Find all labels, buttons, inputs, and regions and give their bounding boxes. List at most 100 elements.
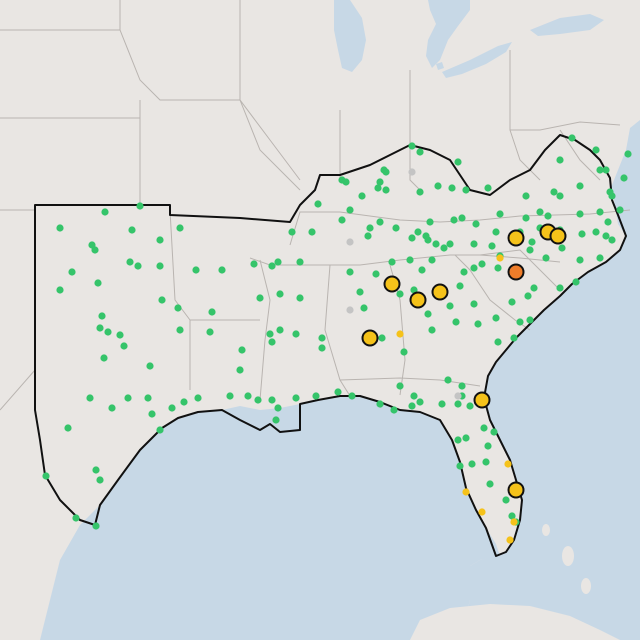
station-marker-normal[interactable] bbox=[460, 268, 468, 276]
station-marker-normal[interactable] bbox=[168, 404, 176, 412]
station-marker-normal[interactable] bbox=[392, 224, 400, 232]
station-marker-normal[interactable] bbox=[42, 472, 50, 480]
station-marker-moderate[interactable] bbox=[409, 291, 427, 309]
station-marker-normal[interactable] bbox=[218, 266, 226, 274]
station-marker-normal[interactable] bbox=[472, 220, 480, 228]
station-marker-normal[interactable] bbox=[288, 228, 296, 236]
station-marker-normal[interactable] bbox=[470, 264, 478, 272]
station-marker-normal[interactable] bbox=[418, 266, 426, 274]
station-marker-normal[interactable] bbox=[296, 294, 304, 302]
station-marker-normal[interactable] bbox=[56, 224, 64, 232]
station-marker-normal[interactable] bbox=[312, 392, 320, 400]
station-marker-normal[interactable] bbox=[91, 246, 99, 254]
station-marker-normal[interactable] bbox=[542, 254, 550, 262]
station-marker-moderate[interactable] bbox=[473, 391, 491, 409]
station-marker-normal[interactable] bbox=[478, 260, 486, 268]
station-marker-normal[interactable] bbox=[120, 342, 128, 350]
station-marker-normal[interactable] bbox=[100, 354, 108, 362]
station-marker-normal[interactable] bbox=[256, 294, 264, 302]
station-marker-no-data[interactable] bbox=[408, 168, 416, 176]
station-marker-normal[interactable] bbox=[522, 192, 530, 200]
station-marker-normal[interactable] bbox=[94, 279, 102, 287]
station-marker-minor[interactable] bbox=[478, 508, 486, 516]
station-marker-normal[interactable] bbox=[176, 224, 184, 232]
station-marker-normal[interactable] bbox=[596, 166, 604, 174]
station-marker-normal[interactable] bbox=[194, 394, 202, 402]
station-marker-normal[interactable] bbox=[292, 394, 300, 402]
station-marker-normal[interactable] bbox=[192, 266, 200, 274]
station-marker-normal[interactable] bbox=[428, 326, 436, 334]
station-marker-normal[interactable] bbox=[342, 178, 350, 186]
station-marker-normal[interactable] bbox=[482, 458, 490, 466]
station-marker-normal[interactable] bbox=[544, 212, 552, 220]
station-marker-normal[interactable] bbox=[568, 134, 576, 142]
station-marker-normal[interactable] bbox=[346, 206, 354, 214]
station-marker-normal[interactable] bbox=[576, 210, 584, 218]
station-marker-normal[interactable] bbox=[272, 416, 280, 424]
station-marker-normal[interactable] bbox=[376, 400, 384, 408]
station-marker-normal[interactable] bbox=[528, 238, 536, 246]
station-marker-normal[interactable] bbox=[606, 188, 614, 196]
station-marker-normal[interactable] bbox=[596, 208, 604, 216]
station-marker-normal[interactable] bbox=[376, 218, 384, 226]
station-marker-normal[interactable] bbox=[250, 260, 258, 268]
station-marker-normal[interactable] bbox=[124, 394, 132, 402]
station-marker-normal[interactable] bbox=[414, 228, 422, 236]
station-marker-normal[interactable] bbox=[456, 462, 464, 470]
station-marker-normal[interactable] bbox=[400, 348, 408, 356]
station-marker-normal[interactable] bbox=[134, 262, 142, 270]
station-marker-normal[interactable] bbox=[268, 338, 276, 346]
station-marker-normal[interactable] bbox=[458, 382, 466, 390]
station-marker-normal[interactable] bbox=[148, 410, 156, 418]
station-marker-normal[interactable] bbox=[318, 334, 326, 342]
station-marker-normal[interactable] bbox=[268, 396, 276, 404]
station-marker-moderate[interactable] bbox=[431, 283, 449, 301]
station-marker-normal[interactable] bbox=[576, 182, 584, 190]
station-marker-normal[interactable] bbox=[592, 146, 600, 154]
station-marker-minor[interactable] bbox=[496, 254, 504, 262]
station-marker-normal[interactable] bbox=[466, 402, 474, 410]
station-marker-normal[interactable] bbox=[276, 326, 284, 334]
station-marker-normal[interactable] bbox=[624, 150, 632, 158]
station-marker-normal[interactable] bbox=[108, 404, 116, 412]
station-marker-normal[interactable] bbox=[390, 406, 398, 414]
station-marker-normal[interactable] bbox=[484, 184, 492, 192]
station-marker-normal[interactable] bbox=[454, 400, 462, 408]
station-marker-normal[interactable] bbox=[144, 394, 152, 402]
station-marker-normal[interactable] bbox=[620, 174, 628, 182]
station-marker-normal[interactable] bbox=[426, 218, 434, 226]
station-marker-normal[interactable] bbox=[496, 210, 504, 218]
station-marker-normal[interactable] bbox=[254, 396, 262, 404]
station-marker-normal[interactable] bbox=[492, 228, 500, 236]
station-marker-normal[interactable] bbox=[494, 338, 502, 346]
station-marker-normal[interactable] bbox=[96, 476, 104, 484]
station-marker-normal[interactable] bbox=[318, 344, 326, 352]
station-marker-normal[interactable] bbox=[572, 278, 580, 286]
station-marker-no-data[interactable] bbox=[346, 306, 354, 314]
station-marker-normal[interactable] bbox=[314, 200, 322, 208]
station-marker-normal[interactable] bbox=[424, 310, 432, 318]
station-marker-major[interactable] bbox=[507, 263, 525, 281]
station-marker-minor[interactable] bbox=[462, 488, 470, 496]
station-marker-normal[interactable] bbox=[68, 268, 76, 276]
station-marker-normal[interactable] bbox=[616, 206, 624, 214]
station-marker-normal[interactable] bbox=[446, 240, 454, 248]
station-marker-minor[interactable] bbox=[504, 460, 512, 468]
station-marker-normal[interactable] bbox=[266, 330, 274, 338]
station-marker-normal[interactable] bbox=[524, 292, 532, 300]
station-marker-normal[interactable] bbox=[556, 284, 564, 292]
station-marker-normal[interactable] bbox=[126, 258, 134, 266]
station-marker-normal[interactable] bbox=[604, 218, 612, 226]
station-marker-normal[interactable] bbox=[338, 216, 346, 224]
station-marker-normal[interactable] bbox=[128, 226, 136, 234]
station-marker-normal[interactable] bbox=[358, 192, 366, 200]
station-marker-normal[interactable] bbox=[274, 404, 282, 412]
station-marker-normal[interactable] bbox=[86, 394, 94, 402]
station-marker-normal[interactable] bbox=[596, 254, 604, 262]
station-marker-normal[interactable] bbox=[98, 312, 106, 320]
station-marker-normal[interactable] bbox=[556, 156, 564, 164]
station-marker-normal[interactable] bbox=[440, 244, 448, 252]
station-marker-normal[interactable] bbox=[72, 514, 80, 522]
station-marker-normal[interactable] bbox=[146, 362, 154, 370]
